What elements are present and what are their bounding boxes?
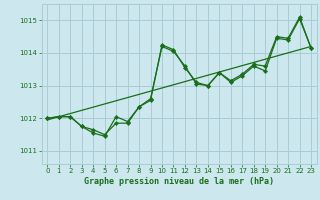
- X-axis label: Graphe pression niveau de la mer (hPa): Graphe pression niveau de la mer (hPa): [84, 177, 274, 186]
